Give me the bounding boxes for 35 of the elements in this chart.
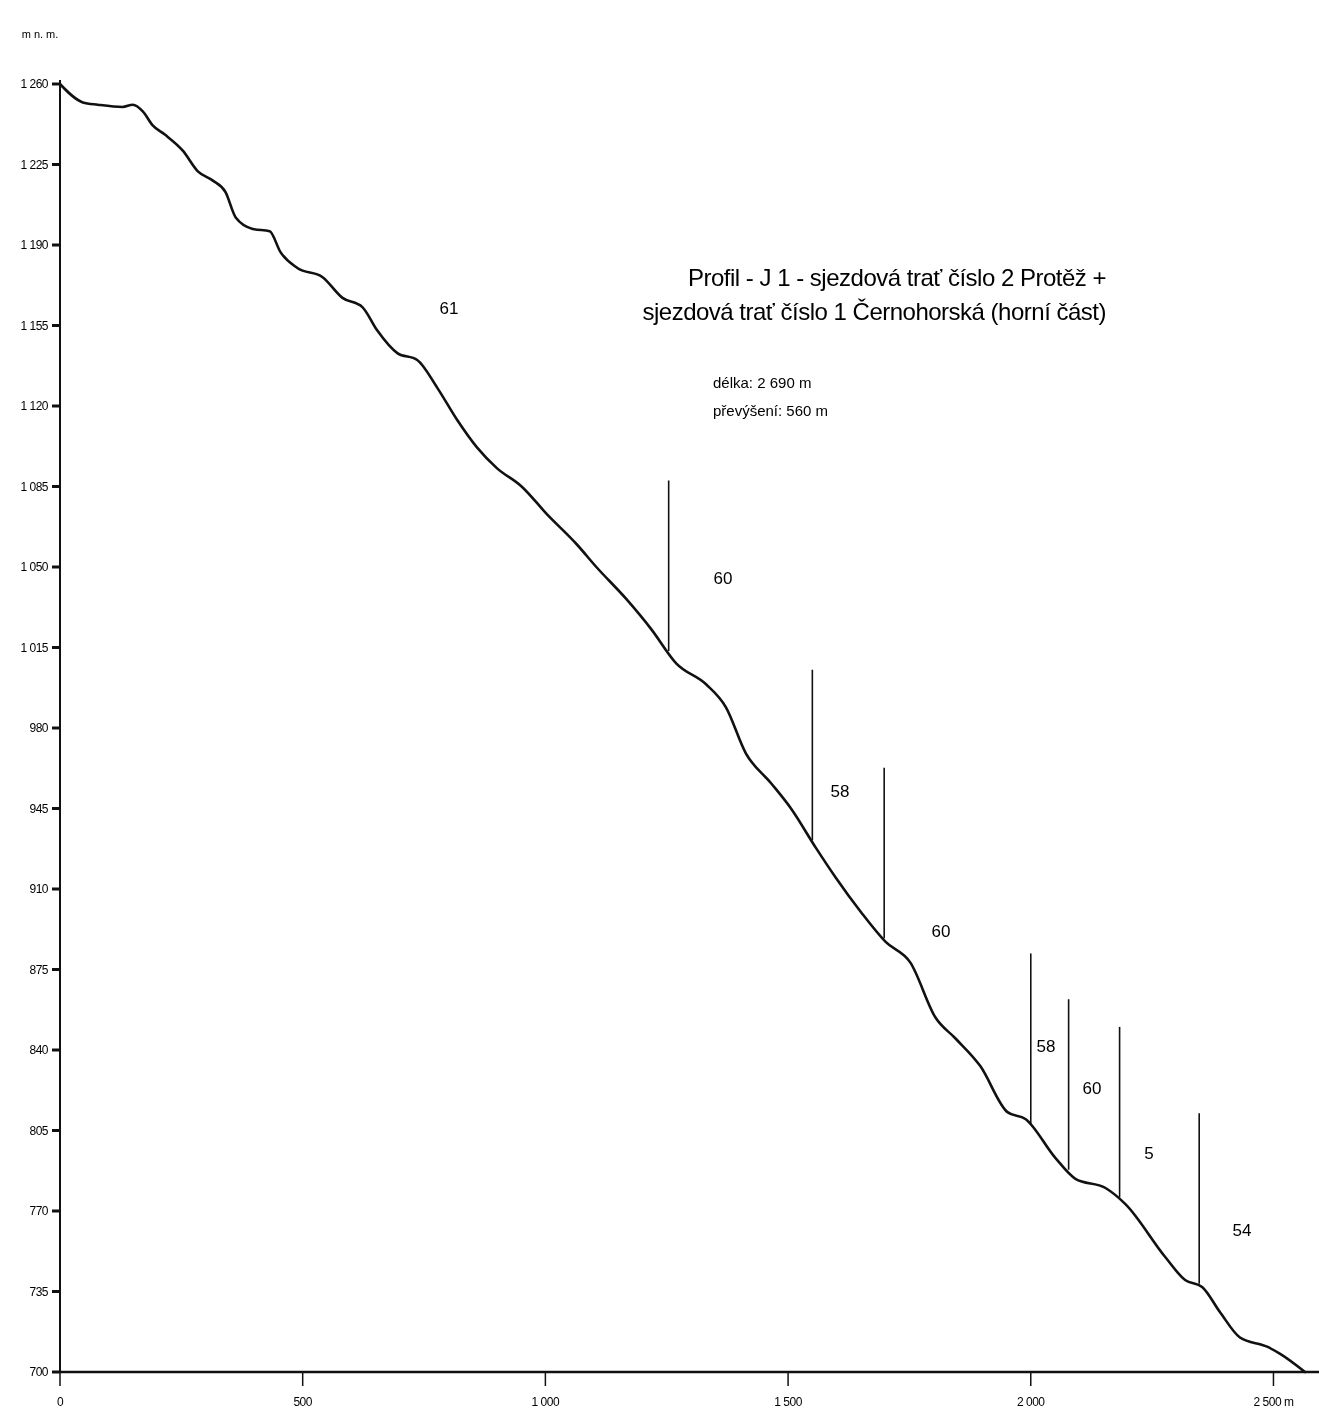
y-tick-label: 875 bbox=[29, 962, 49, 977]
y-axis-title: m n. m. bbox=[21, 28, 59, 40]
annotation: délka: 2 690 m bbox=[713, 374, 812, 391]
annotation: 58 bbox=[1036, 1036, 1056, 1056]
y-tick-label: 1 015 bbox=[20, 640, 49, 655]
y-tick-label: 1 050 bbox=[20, 560, 49, 575]
annotation: 60 bbox=[1082, 1078, 1102, 1098]
x-tick-label: 500 bbox=[293, 1395, 313, 1409]
x-tick-label: 2 500 m bbox=[1253, 1395, 1294, 1409]
text: Profil - J 1 - sjezdová trať číslo 2 Protěž + sjezdová trať číslo 1 Černohorská (horní část) bbox=[642, 264, 1106, 325]
y-tick-label: 805 bbox=[29, 1123, 49, 1138]
y-tick-label: 1 085 bbox=[20, 479, 49, 494]
y-tick-label: 910 bbox=[29, 882, 49, 897]
annotation: 60 bbox=[713, 568, 733, 588]
y-tick-label: 770 bbox=[29, 1204, 49, 1219]
x-tick-label: 0 bbox=[56, 1395, 64, 1409]
y-tick-label: 840 bbox=[29, 1043, 49, 1058]
y-tick-label: 1 260 bbox=[20, 77, 49, 92]
y-tick-label: 1 120 bbox=[20, 399, 49, 414]
annotation: 61 bbox=[439, 298, 459, 318]
y-tick-label: 1 225 bbox=[20, 157, 49, 172]
y-tick-label: 735 bbox=[29, 1284, 49, 1299]
y-tick-label: 700 bbox=[29, 1365, 49, 1380]
x-tick-label: 1 500 bbox=[774, 1395, 803, 1409]
y-tick-label: 945 bbox=[29, 801, 49, 816]
x-tick-label: 2 000 bbox=[1017, 1395, 1046, 1409]
annotation: 58 bbox=[830, 781, 850, 801]
annotation: 60 bbox=[931, 921, 951, 941]
y-tick-label: 1 155 bbox=[20, 318, 49, 333]
y-tick-label: 980 bbox=[29, 721, 49, 736]
annotation: převýšení: 560 m bbox=[713, 402, 829, 419]
x-tick-label: 1 000 bbox=[531, 1395, 560, 1409]
y-tick-label: 1 190 bbox=[20, 238, 49, 253]
annotation: 54 bbox=[1232, 1220, 1252, 1240]
annotation: 5 bbox=[1144, 1143, 1154, 1163]
